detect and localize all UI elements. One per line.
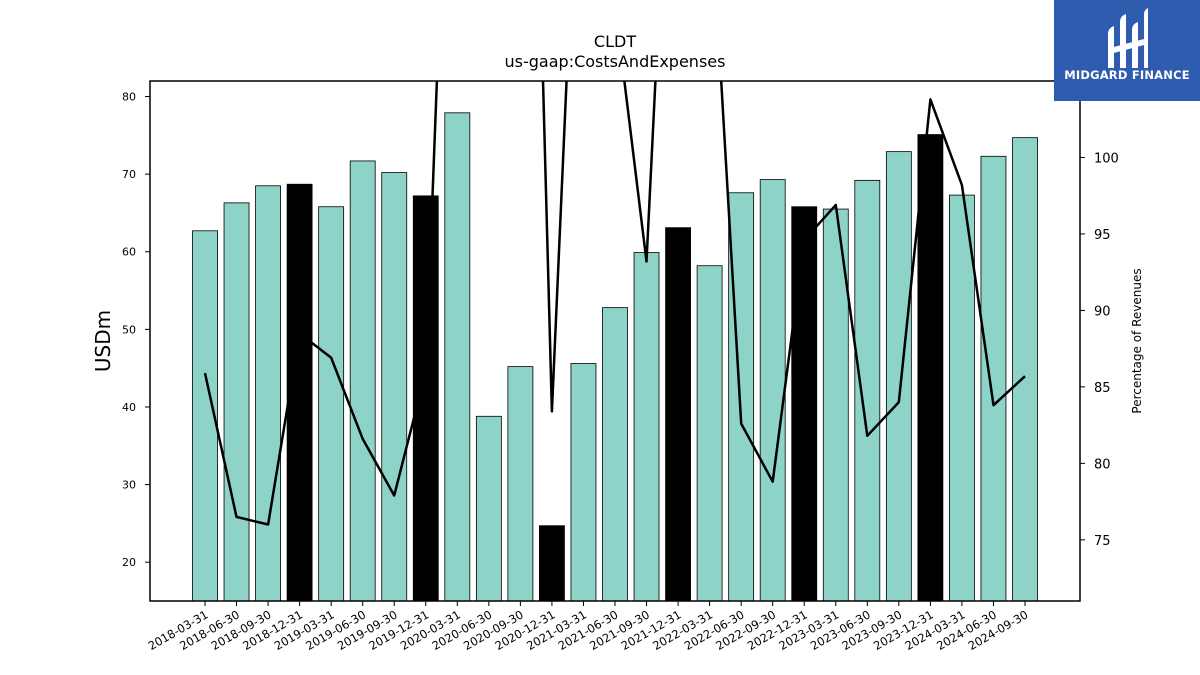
logo-text: MIDGARD FINANCE <box>1064 68 1190 82</box>
left-axis: 20 30 40 50 60 70 80 <box>122 91 150 569</box>
brand-logo: MIDGARD FINANCE <box>1054 0 1200 101</box>
bar <box>665 227 691 602</box>
line-layer <box>203 81 1026 526</box>
bar <box>602 307 628 602</box>
y2-tick-label: 80 <box>1094 457 1111 472</box>
y2-tick-label: 95 <box>1094 228 1111 243</box>
bar <box>854 179 881 602</box>
y-tick-label: 80 <box>122 91 136 104</box>
chart-subtitle: us-gaap:CostsAndExpenses <box>504 52 726 71</box>
right-axis: 75 80 85 90 95 100 <box>1080 151 1119 549</box>
y2-axis-label: Percentage of Revenues <box>1130 268 1144 413</box>
bar <box>507 366 534 602</box>
y-axis-label: USDm <box>91 310 115 372</box>
bar <box>980 155 1007 602</box>
bar <box>444 112 471 602</box>
bar <box>917 134 944 602</box>
bar <box>885 151 912 602</box>
bar <box>286 183 313 602</box>
bar <box>696 265 723 602</box>
midgard-logo-icon <box>1108 8 1148 68</box>
y2-tick-label: 85 <box>1094 381 1111 396</box>
y-tick-label: 50 <box>122 323 136 336</box>
y2-tick-label: 90 <box>1094 304 1111 319</box>
x-axis: 2018-03-312018-06-302018-09-302018-12-31… <box>146 601 1031 653</box>
bar <box>570 363 597 602</box>
bar-layer <box>192 112 1038 602</box>
y-tick-label: 20 <box>122 556 136 569</box>
bar <box>759 179 786 602</box>
y2-tick-label: 100 <box>1094 151 1119 166</box>
bar <box>412 195 439 602</box>
bar <box>255 185 281 602</box>
bar <box>539 525 565 602</box>
series-line <box>203 81 1026 526</box>
bar <box>1012 137 1038 602</box>
y-tick-label: 70 <box>122 168 136 181</box>
y-tick-label: 30 <box>122 479 136 492</box>
chart-title: CLDT <box>593 32 637 51</box>
bar <box>381 172 408 602</box>
y-tick-label: 40 <box>122 401 136 414</box>
bar <box>949 194 975 602</box>
y-tick-label: 60 <box>122 246 136 259</box>
bar <box>633 252 660 602</box>
bar <box>318 206 345 602</box>
y2-tick-label: 75 <box>1094 534 1111 549</box>
bar <box>475 415 502 602</box>
bar <box>223 202 250 602</box>
bar <box>791 206 818 602</box>
bar <box>349 160 376 602</box>
